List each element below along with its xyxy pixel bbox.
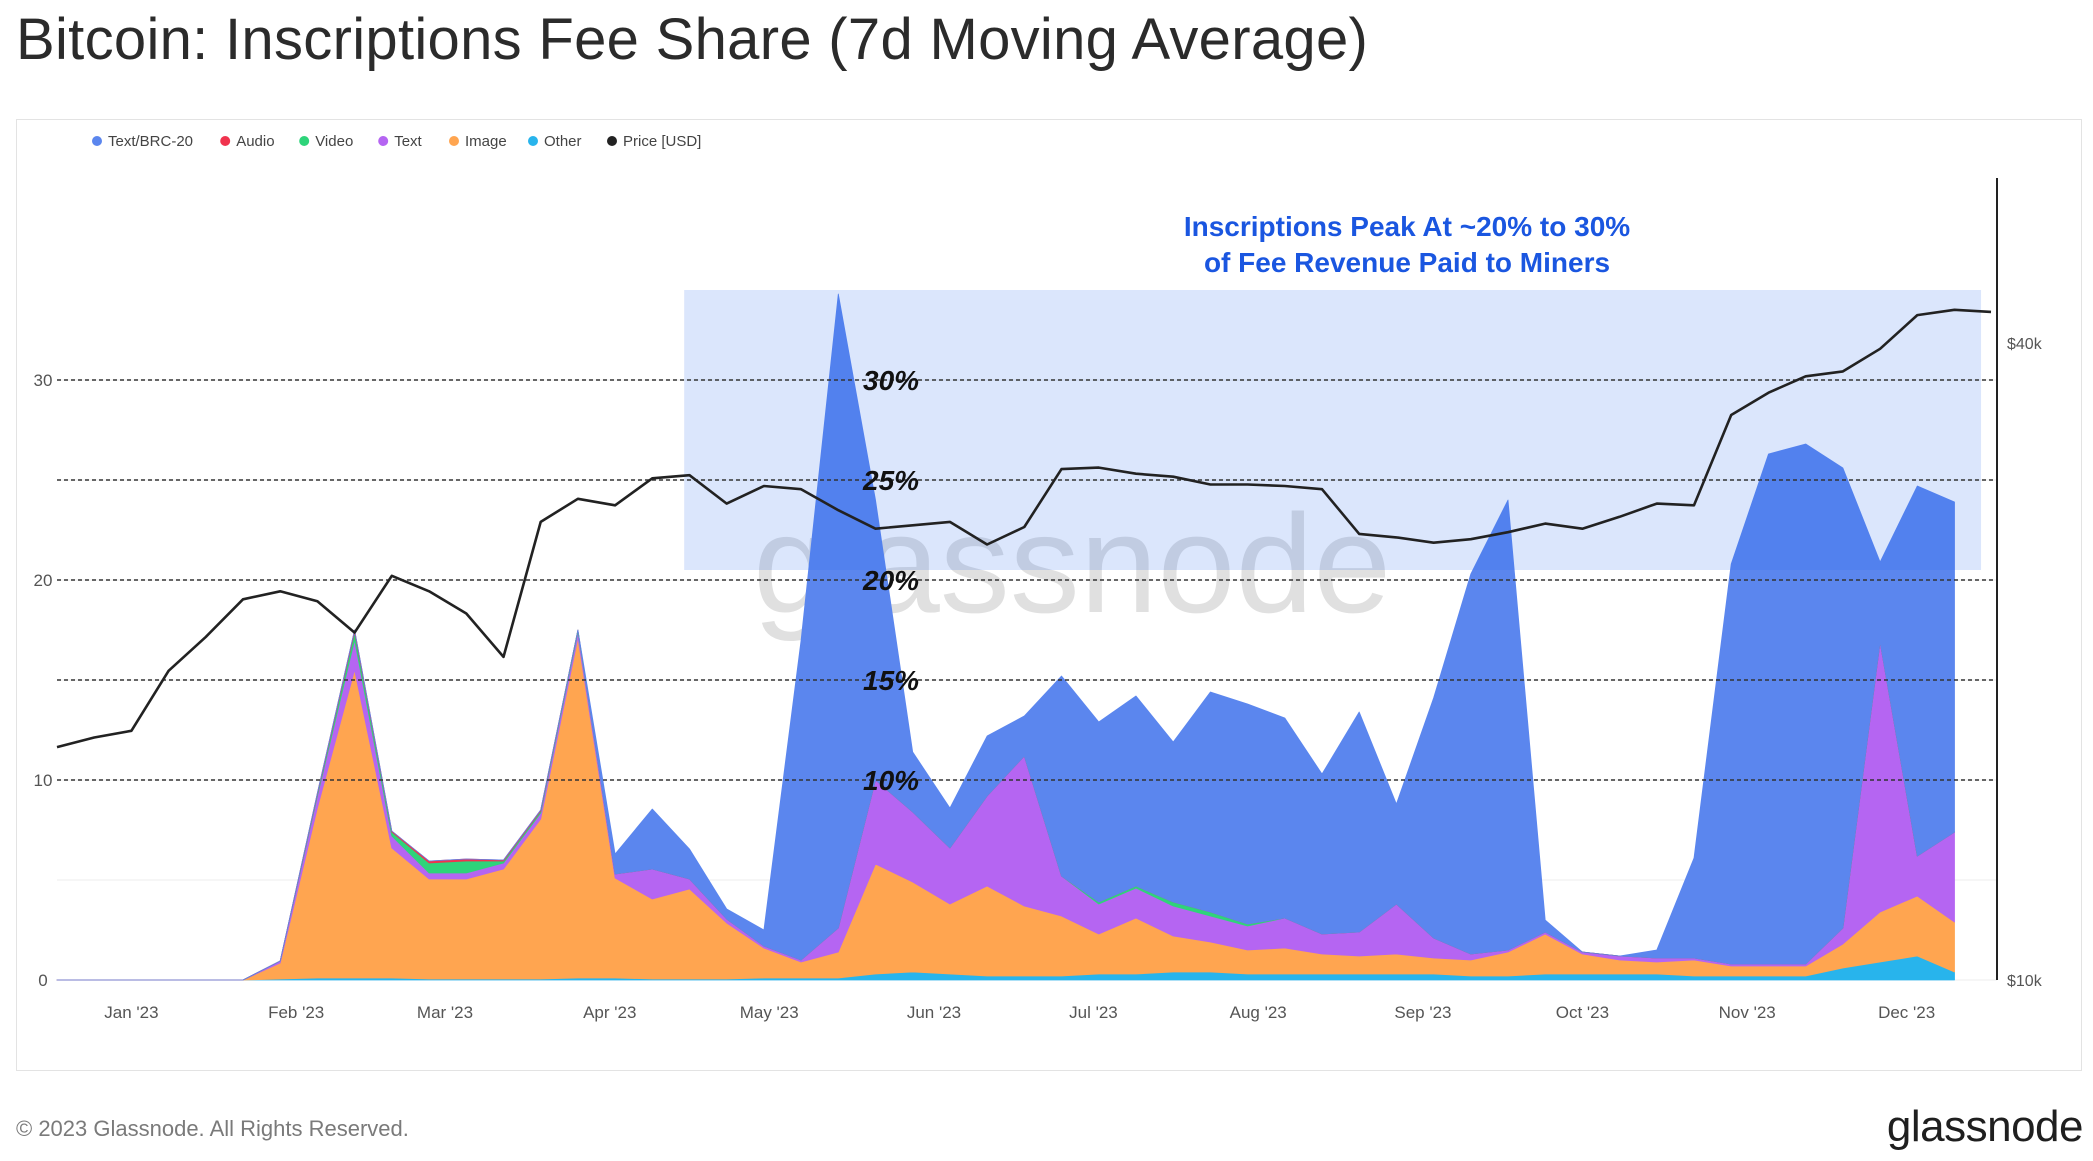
y-tick-0: 0 <box>38 971 47 990</box>
legend-label-4: Image <box>465 133 507 150</box>
price-line <box>56 308 1992 749</box>
x-tick-10: Nov '23 <box>1719 1003 1776 1022</box>
level-label-15: 15% <box>863 665 919 696</box>
glassnode-logo: glassnode <box>1886 1102 2084 1151</box>
level-label-10: 10% <box>863 765 919 796</box>
y-tick-30: 30 <box>34 371 53 390</box>
annotation-title-line2: of Fee Revenue Paid to Miners <box>1204 247 1610 278</box>
stacked-areas <box>56 293 1955 981</box>
legend-label-2: Video <box>315 133 353 150</box>
x-tick-8: Sep '23 <box>1394 1003 1451 1022</box>
right-axis: $10k $40k <box>2007 336 2043 990</box>
legend-marker-6 <box>607 136 617 146</box>
x-tick-5: Jun '23 <box>907 1003 961 1022</box>
legend-marker-0 <box>92 136 102 146</box>
legend-marker-4 <box>449 136 459 146</box>
x-tick-9: Oct '23 <box>1556 1003 1609 1022</box>
level-label-30: 30% <box>863 365 919 396</box>
legend-label-6: Price [USD] <box>623 133 701 150</box>
copyright: © 2023 Glassnode. All Rights Reserved. <box>16 1116 409 1141</box>
fee-share-chart[interactable]: Text/BRC-20 Audio Video Text Image Other Price… <box>17 120 2081 1070</box>
legend-label-3: Text <box>394 133 422 150</box>
chart-panel: Text/BRC-20 Audio Video Text Image Other Price… <box>16 119 2082 1071</box>
legend-label-0: Text/BRC-20 <box>108 133 193 150</box>
annotation-title-line1: Inscriptions Peak At ~20% to 30% <box>1184 211 1630 242</box>
level-lines: 30% 25% 20% 15% 10% <box>57 365 1997 796</box>
legend-marker-5 <box>528 136 538 146</box>
area-text-brc-20 <box>56 293 1955 981</box>
y-tick-20: 20 <box>34 571 53 590</box>
peak-highlight-box <box>684 290 1982 570</box>
x-tick-6: Jul '23 <box>1069 1003 1118 1022</box>
y-right-tick-0: $10k <box>2007 973 2043 990</box>
y-right-tick-1: $40k <box>2007 336 2043 353</box>
level-label-25: 25% <box>862 465 919 496</box>
x-tick-2: Mar '23 <box>417 1003 473 1022</box>
legend-marker-1 <box>220 136 231 146</box>
y-tick-10: 10 <box>34 771 53 790</box>
legend-marker-2 <box>299 136 310 146</box>
level-label-20: 20% <box>862 565 919 596</box>
legend-label-1: Audio <box>236 133 274 150</box>
x-tick-0: Jan '23 <box>104 1003 158 1022</box>
x-tick-4: May '23 <box>740 1003 799 1022</box>
legend: Text/BRC-20 Audio Video Text Image Other Price… <box>92 133 701 150</box>
left-axis: 0 10 20 30 <box>34 371 53 990</box>
page-title: Bitcoin: Inscriptions Fee Share (7d Movi… <box>16 7 1369 72</box>
x-axis: Jan '23 Feb '23 Mar '23 Apr '23 May '23 Jun '… <box>104 1003 1935 1022</box>
legend-label-5: Other <box>544 133 582 150</box>
legend-marker-3 <box>378 136 389 146</box>
x-tick-11: Dec '23 <box>1878 1003 1935 1022</box>
x-tick-1: Feb '23 <box>268 1003 324 1022</box>
x-tick-7: Aug '23 <box>1230 1003 1287 1022</box>
x-tick-3: Apr '23 <box>583 1003 636 1022</box>
